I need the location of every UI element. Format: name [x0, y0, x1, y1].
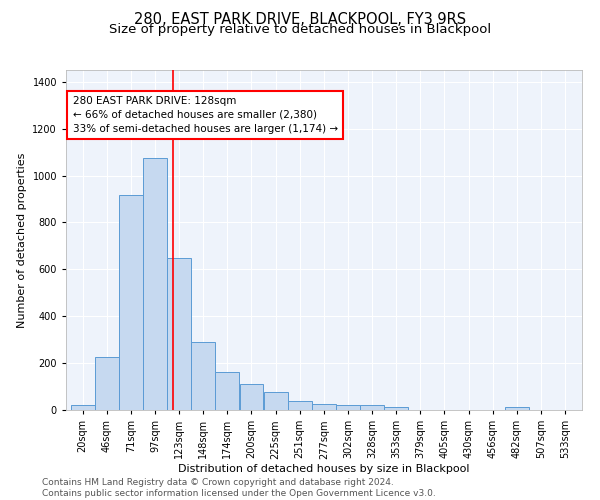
Bar — [505, 407, 529, 410]
Bar — [336, 405, 360, 410]
Bar — [167, 258, 191, 410]
Text: Size of property relative to detached houses in Blackpool: Size of property relative to detached ho… — [109, 22, 491, 36]
Bar — [239, 384, 263, 410]
Bar — [95, 357, 119, 410]
Text: 280, EAST PARK DRIVE, BLACKPOOL, FY3 9RS: 280, EAST PARK DRIVE, BLACKPOOL, FY3 9RS — [134, 12, 466, 28]
Bar — [191, 342, 215, 410]
Bar — [385, 407, 408, 410]
X-axis label: Distribution of detached houses by size in Blackpool: Distribution of detached houses by size … — [178, 464, 470, 474]
Text: 280 EAST PARK DRIVE: 128sqm
← 66% of detached houses are smaller (2,380)
33% of : 280 EAST PARK DRIVE: 128sqm ← 66% of det… — [73, 96, 338, 134]
Bar — [71, 406, 95, 410]
Text: Contains HM Land Registry data © Crown copyright and database right 2024.
Contai: Contains HM Land Registry data © Crown c… — [42, 478, 436, 498]
Bar — [215, 372, 239, 410]
Y-axis label: Number of detached properties: Number of detached properties — [17, 152, 27, 328]
Bar — [312, 404, 336, 410]
Bar — [360, 406, 384, 410]
Bar — [263, 392, 287, 410]
Bar — [143, 158, 167, 410]
Bar — [288, 400, 311, 410]
Bar — [119, 196, 143, 410]
